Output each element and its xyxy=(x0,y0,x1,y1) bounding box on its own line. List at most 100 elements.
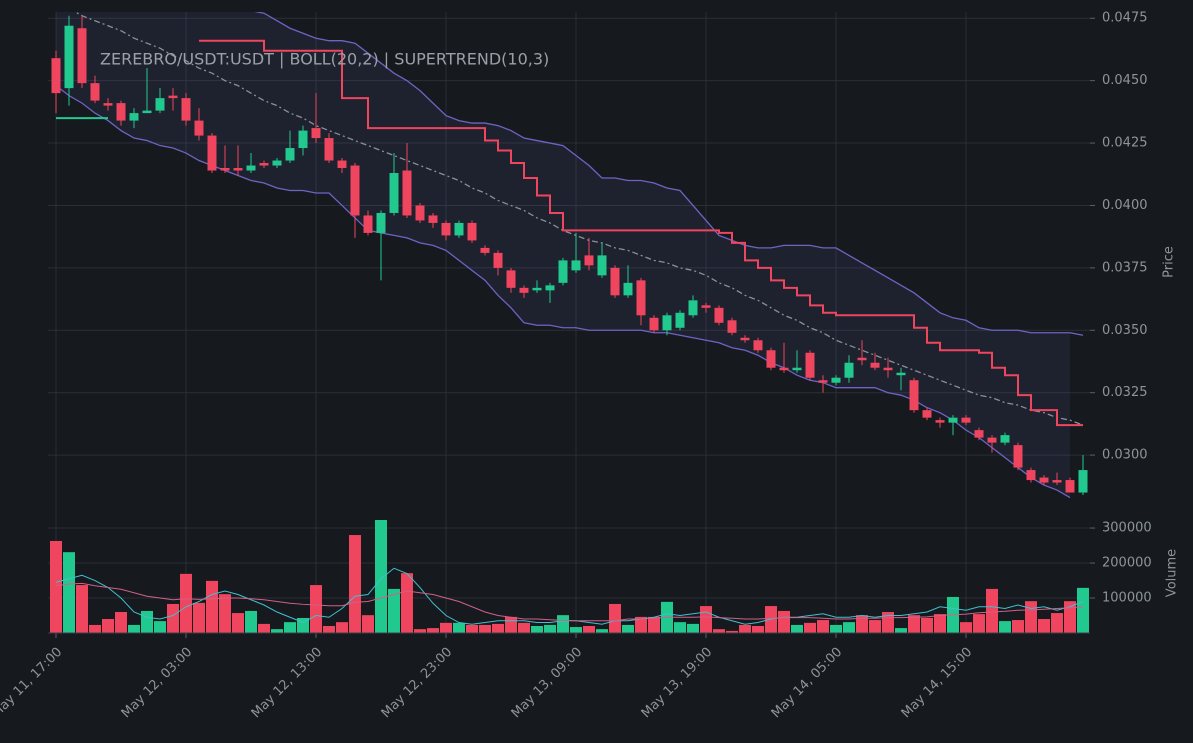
volume-bar xyxy=(362,615,374,633)
candle-body xyxy=(974,430,984,438)
candle-body xyxy=(532,287,542,291)
volume-bar xyxy=(1064,601,1076,633)
volume-bar xyxy=(713,629,725,633)
candle-body xyxy=(597,255,607,276)
volume-bar xyxy=(934,614,946,633)
volume-bar xyxy=(921,617,933,633)
candle-body xyxy=(454,222,464,236)
volume-bar xyxy=(518,622,530,633)
volume-bar xyxy=(648,616,660,633)
candle-body xyxy=(389,173,399,213)
candle-body xyxy=(1013,445,1023,468)
volume-bar xyxy=(336,622,348,633)
candle-body xyxy=(714,307,724,323)
candle-body xyxy=(155,98,165,111)
volume-bar xyxy=(895,628,907,633)
volume-bar xyxy=(765,606,777,633)
volume-bar xyxy=(193,602,205,633)
candle-body xyxy=(363,215,373,233)
y-tick-label: 300000 xyxy=(1102,521,1152,536)
volume-bar xyxy=(115,612,127,633)
volume-bar xyxy=(323,626,335,633)
volume-bar xyxy=(505,616,517,633)
candle-body xyxy=(649,317,659,331)
y-axis-label: Volume xyxy=(1165,549,1180,597)
y-tick-label: 0.0375 xyxy=(1102,260,1148,275)
volume-bar xyxy=(219,594,231,633)
candle-body xyxy=(1052,480,1062,483)
y-tick-label: 200000 xyxy=(1102,556,1152,571)
y-tick-label: 0.0475 xyxy=(1102,11,1148,26)
volume-bar xyxy=(973,614,985,633)
line xyxy=(199,39,1083,427)
candle-body xyxy=(493,252,503,268)
candle-body xyxy=(896,372,906,376)
candle-body xyxy=(675,312,685,328)
volume-bar xyxy=(856,615,868,633)
candle-body xyxy=(311,128,321,139)
candle-body xyxy=(207,135,217,171)
volume-bar xyxy=(622,624,634,633)
candle-body xyxy=(1026,470,1036,481)
candle-body xyxy=(831,377,841,383)
volume-bar xyxy=(492,623,504,633)
candle-body xyxy=(792,367,802,371)
volume-bar xyxy=(609,603,621,633)
volume-bar xyxy=(960,622,972,633)
candle-body xyxy=(844,362,854,378)
volume-bar xyxy=(1038,619,1050,633)
candle-body xyxy=(220,168,230,171)
volume-bar xyxy=(791,624,803,633)
candle-body xyxy=(909,380,919,411)
candle-body xyxy=(376,212,386,233)
candle-body xyxy=(571,260,581,271)
volume-bar xyxy=(414,629,426,633)
candle-body xyxy=(623,282,633,296)
candle-body xyxy=(1039,477,1049,483)
candle-body xyxy=(324,138,334,161)
volume-bar xyxy=(271,629,283,633)
volume-bar xyxy=(778,610,790,633)
volume-bar xyxy=(999,621,1011,633)
candle-body xyxy=(857,357,867,361)
candle-body xyxy=(259,163,269,166)
volume-bar xyxy=(154,621,166,633)
candle-body xyxy=(662,315,672,331)
volume-bar xyxy=(726,630,738,633)
candle-body xyxy=(558,260,568,283)
candle-body xyxy=(818,380,828,383)
price-panel xyxy=(51,12,1088,499)
volume-bar xyxy=(102,619,114,633)
candle-body xyxy=(168,95,178,99)
candle-body xyxy=(415,205,425,221)
volume-bar xyxy=(479,624,491,633)
volume-bar xyxy=(245,610,257,633)
candle-body xyxy=(337,160,347,169)
volume-bar xyxy=(557,615,569,633)
candle-body xyxy=(90,83,100,101)
candle-body xyxy=(272,160,282,166)
candle-body xyxy=(987,437,997,443)
volume-bar xyxy=(440,622,452,633)
y-tick-label: 100000 xyxy=(1102,591,1152,606)
volume-bar xyxy=(167,603,179,633)
volume-bar xyxy=(817,620,829,633)
volume-bar xyxy=(63,552,75,633)
volume-bar xyxy=(401,573,413,633)
volume-bar xyxy=(453,622,465,633)
band-fill xyxy=(56,12,1070,498)
candle-body xyxy=(77,28,87,84)
candle-body xyxy=(870,362,880,368)
volume-bar xyxy=(739,624,751,633)
volume-bar xyxy=(1051,613,1063,633)
candle-body xyxy=(181,98,191,121)
volume-bar xyxy=(50,540,62,633)
volume-bar xyxy=(674,622,686,633)
candle-body xyxy=(740,337,750,341)
candle-body xyxy=(441,222,451,236)
volume-bar xyxy=(544,624,556,633)
volume-bar xyxy=(76,585,88,633)
candle-body xyxy=(779,367,789,371)
candle-body xyxy=(129,113,139,121)
candle-body xyxy=(961,417,971,423)
